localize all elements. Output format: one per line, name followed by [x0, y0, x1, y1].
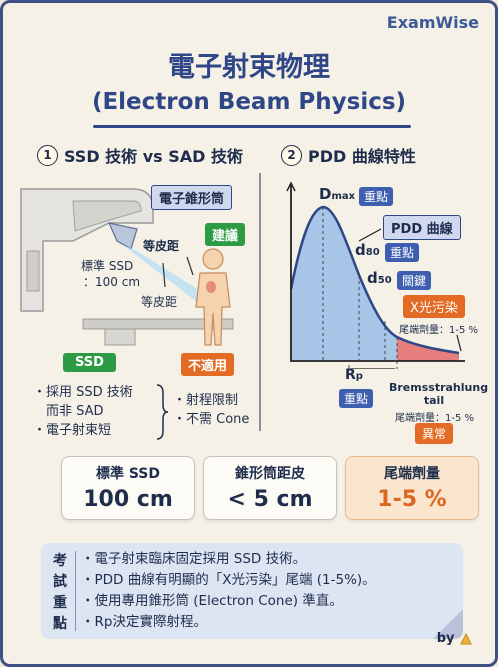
card-label: 標準 SSD [95, 466, 161, 482]
notes-separator [75, 551, 76, 631]
author-logo-icon [460, 632, 472, 644]
pdd-curve-chart [286, 181, 465, 369]
label-char: 點 [53, 616, 67, 632]
exam-key-points-label: 考 試 重 點 [53, 551, 69, 635]
card-value: 1-5 % [377, 487, 447, 512]
tail-label-pointer [456, 334, 462, 352]
card-standard-ssd: 標準 SSD 100 cm [61, 456, 195, 520]
card-label: 尾端劑量 [384, 466, 440, 482]
card-tail-dose: 尾端劑量 1-5 % [345, 456, 479, 520]
linac-panel [26, 250, 40, 292]
section2-heading-text: PDD 曲線特性 [308, 147, 416, 166]
pdd-curve-line [289, 205, 460, 355]
section2-heading: 2 PDD 曲線特性 [281, 143, 416, 167]
title-underline [93, 125, 411, 128]
ssd-feature-list: ・採用 SSD 技術 而非 SAD ・電子射束短 [33, 383, 133, 440]
bremsstrahlung-tail-fill [397, 337, 459, 361]
bremsstrahlung-label: Bremsstrahlung tail [389, 381, 489, 407]
sad-limit-item: ・射程限制 [173, 393, 239, 408]
linac-illustration [20, 188, 234, 346]
label-char: 試 [53, 574, 67, 590]
ssd-feature-item: 而非 SAD [33, 404, 104, 419]
key-point-item: ・PDD 曲線有明顯的「X光污染」尾端 (1-5%)。 [81, 572, 376, 588]
rp-label: Rp [345, 367, 363, 383]
key-badge-1: 重點 [359, 187, 394, 206]
exam-key-points: 考 試 重 點 ・電子射束臨床固定採用 SSD 技術。 ・PDD 曲線有明顯的「… [41, 543, 463, 639]
section1-number: 1 [37, 144, 58, 166]
card-value: 100 cm [83, 487, 173, 512]
key-point-list: ・電子射束臨床固定採用 SSD 技術。 ・PDD 曲線有明顯的「X光污染」尾端 … [81, 549, 376, 633]
author-credit-text: by [436, 631, 455, 646]
brand-logo: ExamWise [386, 13, 479, 32]
patient-figure [195, 248, 231, 346]
standard-ssd-label: 標準 SSD [81, 259, 134, 273]
key-badge-2: 重點 [385, 243, 420, 262]
section2-number: 2 [281, 144, 302, 166]
distance-arrow-2 [186, 256, 194, 276]
label-char: 重 [53, 595, 67, 611]
label-char: 考 [53, 553, 67, 569]
key-badge-4: 重點 [339, 389, 374, 408]
distance-arrow-1 [162, 262, 166, 288]
cone-label: 電子錐形筒 [151, 185, 233, 210]
page-subtitle: (Electron Beam Physics) [91, 89, 407, 115]
patient-organ [206, 281, 216, 293]
equal-skin-label-2: 等皮距 [141, 295, 178, 309]
key-badge-3: 關鍵 [397, 271, 432, 290]
ssd-tag: SSD [63, 353, 116, 372]
tail-dose-label-1: 尾端劑量：1-5 % [399, 325, 479, 336]
card-value: < 5 cm [227, 487, 313, 512]
key-point-item: ・Rp決定實際射程。 [81, 614, 207, 630]
card-label: 錐形筒距皮 [235, 466, 305, 482]
page-fold-icon [433, 609, 463, 639]
d80-label: d80 [355, 241, 380, 259]
page-title: 電子射束物理 [168, 52, 330, 83]
ssd-feature-item: ・電子射束短 [33, 423, 112, 438]
electron-beam [123, 245, 213, 305]
brace-icon [156, 384, 169, 440]
patient-body [195, 272, 231, 346]
electron-cone [107, 222, 138, 250]
author-credit: by [437, 631, 473, 646]
d50-label: d50 [367, 269, 392, 287]
recommend-tag: 建議 [205, 223, 246, 246]
patient-head [202, 248, 224, 270]
xray-contamination-tag: X光污染 [403, 295, 465, 318]
not-applicable-tag: 不適用 [181, 353, 235, 376]
bremsstrahlung-line-2: tail [423, 394, 445, 407]
chart-axes [290, 185, 465, 362]
card-cone-distance: 錐形筒距皮 < 5 cm [203, 456, 337, 520]
pdd-label-pointer [358, 228, 382, 242]
sad-limit-list: ・射程限制 ・不需 Cone [173, 391, 249, 429]
tail-dose-label-2: 尾端劑量：1-5 % [395, 413, 475, 424]
ssd-feature-item: ・採用 SSD 技術 [33, 385, 133, 400]
section1-heading: 1 SSD 技術 vs SAD 技術 [37, 143, 243, 167]
linac-head [72, 200, 142, 232]
sad-limit-item: ・不需 Cone [173, 412, 250, 427]
treatment-couch [82, 318, 234, 330]
pdd-curve-label: PDD 曲線 [383, 215, 461, 240]
couch-base [104, 328, 136, 346]
y-axis-arrow [286, 181, 296, 192]
section-divider [259, 173, 261, 431]
pdd-curve-fill [291, 207, 397, 361]
key-point-item: ・電子射束臨床固定採用 SSD 技術。 [81, 551, 307, 567]
section1-heading-text: SSD 技術 vs SAD 技術 [64, 147, 244, 166]
abnormal-tag: 異常 [415, 423, 454, 444]
equal-skin-label-1: 等皮距 [143, 239, 180, 253]
bremsstrahlung-line-1: Bremsstrahlung [389, 381, 489, 394]
dmax-label: Dmax [319, 185, 356, 203]
ssd-value-label: ：100 cm [83, 275, 141, 289]
key-point-item: ・使用專用錐形筒 (Electron Cone) 準直。 [81, 593, 343, 609]
